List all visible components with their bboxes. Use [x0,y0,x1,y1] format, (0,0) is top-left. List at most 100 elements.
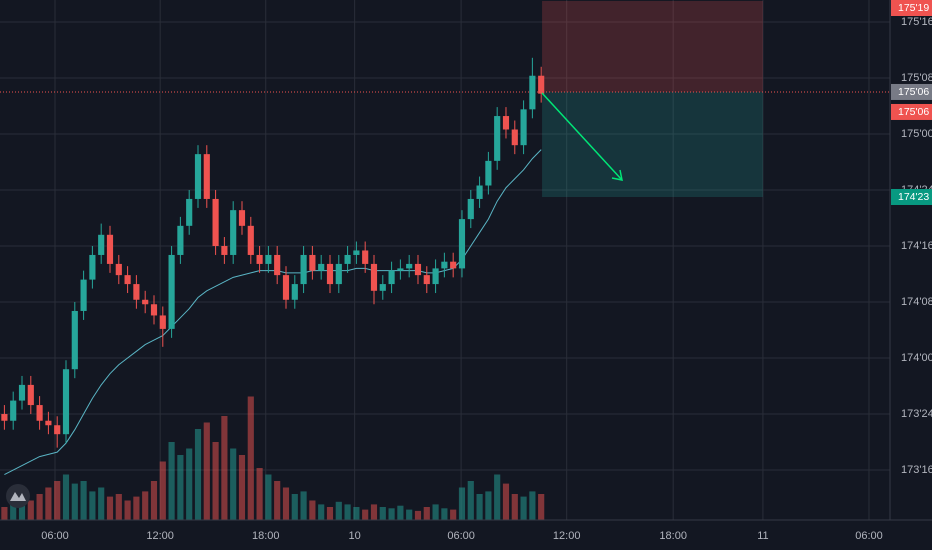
volume-bar [309,500,316,520]
volume-bar [423,507,430,520]
candle-body [80,279,87,311]
volume-bar [36,494,43,520]
volume-bar [467,481,474,520]
candle-body [106,234,114,264]
y-tick-label: 174'16 [901,240,932,252]
arrow [541,92,623,181]
volume-bar [370,504,378,520]
candle-body [318,263,325,271]
price-badge-label: 175'06 [898,86,929,98]
candle-body [441,261,448,269]
volume-bar [335,501,342,520]
candle-body [194,154,202,199]
candle-body [485,160,492,186]
volume-bar [450,509,457,520]
volume-bar [10,501,17,520]
volume-bar [476,494,483,520]
candle-body [177,225,184,255]
candle-body [212,198,219,246]
plot [0,57,890,475]
candle-body [335,263,342,285]
volume-bar [89,491,96,520]
candle-body [142,299,149,305]
x-tick-label: 06:00 [855,530,883,542]
x-tick-label: 18:00 [252,530,280,542]
candle-body [282,275,290,300]
y-tick-label: 174'00 [901,352,932,364]
candle-body [36,405,43,421]
volume-bar [230,448,237,520]
price-badge [891,83,932,100]
candle-body [458,219,466,269]
x-tick-label: 11 [757,530,768,542]
candle-body [406,263,413,269]
volume-bar [45,487,52,520]
candle-body [10,400,17,421]
x-tick-label: 18:00 [659,530,687,542]
candle-body [370,263,378,291]
candle-body [71,310,78,370]
volume-bar [168,442,175,520]
volume-bar [265,474,272,520]
volume-bar [177,455,184,520]
volume-bar [54,481,61,520]
candle-body [62,369,70,435]
candle-body [27,384,34,406]
price-badge-label: 175'06 [898,106,929,118]
y-tick-label: 175'08 [901,72,932,84]
volume-bar [1,507,8,520]
moving-average [4,149,542,475]
volume-bar [291,494,298,520]
candle-body [476,185,483,199]
candle-body [89,254,96,280]
volume-bar [494,474,501,520]
volume-bar [388,508,395,520]
volume-bar [221,416,228,520]
candle-body [300,254,307,285]
candle-body [467,198,474,220]
volume-bar [238,455,246,520]
stop-zone [542,0,763,92]
candle-body [529,75,536,110]
candle-body [203,154,210,199]
volume-bar [274,481,281,520]
volume-bar [124,500,131,520]
candle-body [265,254,272,264]
volume-bar [71,483,78,520]
volume-bar [150,481,158,520]
candle-body [230,210,237,255]
candle-body [247,225,254,255]
volume-bar [397,505,404,520]
volume-bar [203,422,210,520]
volume-bar [406,509,413,520]
price-badge [891,103,932,120]
candle-body [309,254,316,271]
candle-body [150,304,158,316]
volume-bar [379,507,386,520]
price-badge-label: 175'19 [898,2,929,14]
position-tool [542,0,763,197]
volume-bar [159,461,166,520]
candle-body [18,384,26,401]
candle-body [256,254,263,264]
candle-body [538,75,545,94]
y-tick-label: 175'16 [901,16,932,28]
volume-bar [142,491,149,520]
volume-bar [133,496,140,520]
volume-bar [80,481,87,520]
volume-bar [212,442,219,520]
candle-body [388,270,395,285]
volume-bar [18,504,26,520]
y-tick-label: 173'16 [901,464,932,476]
candle-body [291,284,298,300]
volume-bar [538,494,545,520]
candle-body [45,420,52,426]
x-tick-label: 10 [349,530,361,542]
volume-bar [256,468,263,520]
candle-body [168,254,175,329]
logo-mark [10,492,26,501]
volume-bar [62,474,70,520]
